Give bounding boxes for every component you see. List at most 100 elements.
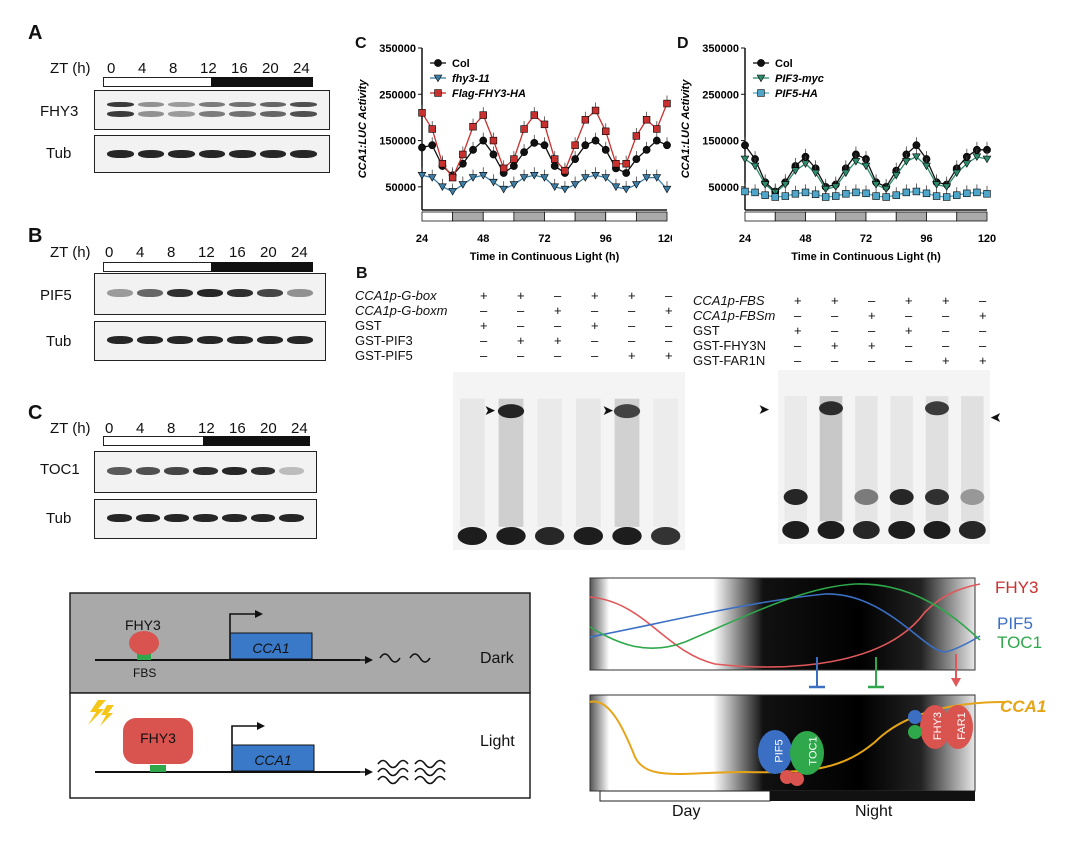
- emsa-sign: +: [517, 333, 525, 348]
- blot-band: [193, 514, 218, 523]
- data-point: [663, 141, 671, 150]
- blot-band: [107, 336, 133, 345]
- legend-label: PIF3-myc: [775, 73, 824, 85]
- data-point: [902, 188, 911, 197]
- blot-band: [107, 467, 132, 476]
- gel-shift-band: [924, 401, 950, 416]
- data-point: [771, 193, 779, 201]
- zt-tick: 24: [293, 60, 310, 77]
- panel-c-light-bar: [103, 436, 205, 446]
- zt-tick: 8: [167, 420, 176, 437]
- data-point: [499, 164, 508, 173]
- blot-band: [137, 110, 165, 117]
- gel-free-probe: [782, 521, 810, 539]
- panel-c-toc1-blot: [94, 451, 317, 493]
- y-tick-label: 350000: [702, 43, 739, 55]
- day-night-segment: [865, 211, 897, 222]
- blot-band: [137, 149, 165, 158]
- data-point: [882, 193, 890, 201]
- emsa-left-arrowhead-2: ➤: [602, 402, 614, 418]
- data-point: [973, 188, 981, 197]
- emsa-panel-label: B: [356, 265, 368, 282]
- emsa-sign: +: [979, 308, 987, 323]
- emsa-sign: +: [517, 288, 525, 303]
- x-tick-label: 72: [860, 233, 872, 245]
- emsa-row-label: GST-PIF3: [355, 333, 413, 348]
- emsa-sign: –: [979, 338, 987, 353]
- panel-c-blot-label: C: [28, 402, 43, 424]
- model-left-diagram: [69, 592, 531, 799]
- legend-marker: [434, 89, 442, 97]
- emsa-sign: –: [591, 303, 599, 318]
- blot-band: [250, 514, 276, 523]
- emsa-sign: –: [665, 333, 673, 348]
- emsa-left-gel: [453, 372, 685, 550]
- legend-label: fhy3-11: [452, 73, 490, 85]
- panel-a-label: A: [28, 22, 43, 44]
- blot-band: [221, 514, 247, 523]
- panel-b-light-bar: [103, 262, 213, 272]
- blot-band: [107, 110, 134, 117]
- panel-b-zt-label: ZT (h): [50, 244, 91, 261]
- gel-free-probe: [817, 521, 845, 539]
- data-point: [760, 181, 770, 189]
- emsa-sign: –: [905, 353, 913, 368]
- y-tick-label: 50000: [385, 182, 416, 194]
- data-point: [653, 125, 661, 133]
- panel-d-line-chart: 50000 150000 250000 350000 24 48 72 96 120 Time i…: [680, 43, 996, 263]
- emsa-sign: –: [794, 338, 802, 353]
- data-point: [741, 187, 749, 196]
- blot-band: [164, 514, 190, 523]
- data-point: [761, 191, 769, 199]
- data-point: [561, 166, 569, 175]
- emsa-right-arrowhead-right: ➤: [990, 409, 1002, 425]
- panel-a-light-bar: [103, 77, 213, 87]
- emsa-sign: +: [665, 348, 673, 363]
- day-night-segment: [805, 211, 837, 222]
- blot-band: [227, 289, 253, 298]
- blot-band: [259, 149, 287, 158]
- emsa-sign: +: [831, 338, 839, 353]
- model-node-far1: FAR1: [955, 712, 968, 740]
- data-point: [791, 190, 800, 198]
- data-point: [489, 150, 498, 159]
- zt-tick: 8: [167, 244, 176, 261]
- data-point: [852, 188, 860, 197]
- y-tick-label: 150000: [379, 136, 416, 148]
- blot-band: [221, 467, 247, 476]
- model-light-label: Light: [480, 733, 515, 750]
- x-axis-title: Time in Continuous Light (h): [791, 251, 941, 263]
- emsa-sign: –: [831, 308, 839, 323]
- data-point: [750, 162, 760, 171]
- day-night-segment: [835, 211, 867, 222]
- gel-free-probe: [534, 527, 565, 545]
- panel-a-dark-bar: [211, 77, 313, 87]
- data-point: [872, 192, 880, 200]
- data-point: [801, 160, 810, 168]
- data-point: [570, 181, 580, 189]
- panel-c-row-tub: Tub: [46, 510, 72, 527]
- blot-band: [229, 110, 256, 117]
- model-dark-label: Dark: [480, 650, 514, 667]
- emsa-sign: –: [868, 353, 876, 368]
- zt-tick: 12: [198, 420, 215, 437]
- data-point: [427, 174, 437, 182]
- model-fbs-label: FBS: [133, 666, 157, 680]
- x-tick-label: 120: [658, 233, 672, 245]
- data-point: [418, 143, 426, 152]
- gel-shift-band: [613, 404, 641, 419]
- panel-c-chart-label: C: [355, 35, 367, 52]
- blot-band: [107, 289, 133, 298]
- data-point: [632, 155, 641, 163]
- model-night-label: Night: [855, 803, 893, 820]
- panel-c-tub-blot: [94, 499, 317, 539]
- emsa-sign: +: [628, 348, 636, 363]
- day-night-segment: [513, 211, 545, 222]
- data-point: [972, 153, 982, 161]
- emsa-left-gel-bands: [457, 398, 681, 545]
- data-point: [891, 171, 901, 180]
- gel-mid-band: [960, 489, 985, 506]
- day-night-segment: [956, 211, 988, 222]
- data-point: [571, 155, 580, 163]
- data-point: [963, 189, 971, 198]
